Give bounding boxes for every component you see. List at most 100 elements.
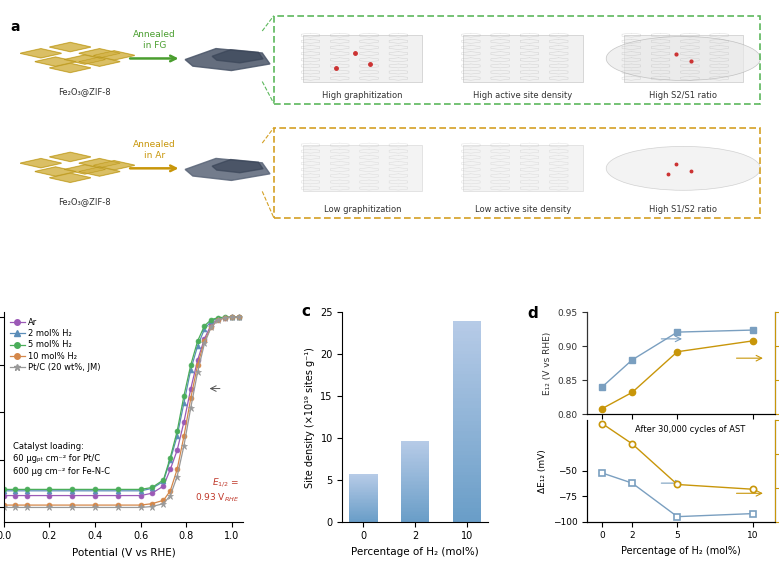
Bar [401, 500, 429, 502]
Bar [453, 331, 481, 334]
Bar [453, 358, 481, 361]
Bar [401, 505, 429, 507]
Bar [401, 488, 429, 489]
Bar [453, 448, 481, 452]
Bar [349, 485, 378, 486]
Bar [401, 503, 429, 504]
Bar [401, 468, 429, 469]
Bar [453, 428, 481, 431]
Polygon shape [65, 165, 105, 174]
Bar [453, 401, 481, 404]
Polygon shape [50, 63, 90, 72]
Bar [349, 503, 378, 504]
Bar [401, 469, 429, 470]
Bar [401, 507, 429, 508]
Polygon shape [35, 167, 76, 176]
Bar [401, 484, 429, 485]
Bar [401, 477, 429, 479]
Bar [349, 490, 378, 491]
Bar [401, 489, 429, 491]
Bar [401, 499, 429, 500]
Bar [453, 438, 481, 442]
Bar [453, 462, 481, 465]
Bar [401, 491, 429, 492]
Bar [453, 481, 481, 485]
Bar [453, 452, 481, 455]
Bar [401, 496, 429, 498]
Bar [401, 457, 429, 458]
Bar [401, 473, 429, 475]
Polygon shape [212, 50, 263, 63]
Bar [401, 443, 429, 445]
Text: High graphitization: High graphitization [323, 91, 403, 100]
Bar [453, 465, 481, 468]
Bar [349, 500, 378, 501]
Bar [453, 471, 481, 475]
Text: Fe₂O₃@ZIF-8: Fe₂O₃@ZIF-8 [58, 87, 111, 96]
Bar [349, 475, 378, 476]
Polygon shape [50, 152, 90, 162]
Bar [401, 458, 429, 459]
Text: a: a [10, 20, 19, 34]
Bar [453, 508, 481, 512]
Bar [349, 482, 378, 483]
Text: Fe₂O₃@ZIF-8: Fe₂O₃@ZIF-8 [58, 197, 111, 206]
Polygon shape [50, 173, 90, 182]
Bar [453, 378, 481, 381]
Text: Low graphitization: Low graphitization [324, 205, 401, 214]
Legend: Ar, 2 mol% H₂, 5 mol% H₂, 10 mol% H₂, Pt/C (20 wt%, JM): Ar, 2 mol% H₂, 5 mol% H₂, 10 mol% H₂, Pt… [8, 316, 102, 373]
Bar [401, 442, 429, 443]
Bar [453, 398, 481, 401]
Bar [401, 446, 429, 447]
Bar [401, 509, 429, 511]
Text: $E_{1/2}$ =
0.93 V$_{RHE}$: $E_{1/2}$ = 0.93 V$_{RHE}$ [196, 476, 240, 504]
Bar [623, 35, 743, 81]
Bar [453, 478, 481, 481]
Bar [401, 512, 429, 514]
Bar [349, 511, 378, 512]
Bar [401, 516, 429, 518]
Polygon shape [93, 160, 135, 170]
Bar [453, 404, 481, 408]
Bar [401, 485, 429, 486]
Bar [453, 408, 481, 411]
Bar [453, 344, 481, 348]
Bar [349, 505, 378, 506]
Bar [453, 468, 481, 471]
Bar [349, 509, 378, 510]
Bar [453, 328, 481, 331]
Bar [401, 508, 429, 509]
Bar [401, 470, 429, 472]
Bar [349, 521, 378, 522]
Bar [453, 495, 481, 498]
Polygon shape [20, 159, 62, 168]
Bar [401, 456, 429, 457]
Bar [453, 338, 481, 341]
Bar [349, 494, 378, 495]
Bar [349, 516, 378, 517]
Bar [349, 481, 378, 482]
Bar [453, 324, 481, 328]
Bar [349, 520, 378, 521]
Bar [349, 476, 378, 477]
Circle shape [606, 36, 760, 80]
Bar [349, 501, 378, 502]
Bar [349, 491, 378, 493]
Polygon shape [79, 57, 120, 66]
Bar [401, 445, 429, 446]
Bar [453, 475, 481, 478]
Bar [453, 431, 481, 435]
Bar [401, 453, 429, 454]
Bar [349, 512, 378, 513]
Bar [453, 334, 481, 338]
Bar [349, 474, 378, 475]
Bar [401, 481, 429, 482]
Polygon shape [65, 55, 105, 64]
Bar [453, 364, 481, 367]
Bar [464, 145, 583, 191]
Text: High S1/S2 ratio: High S1/S2 ratio [650, 205, 717, 214]
Bar [349, 506, 378, 507]
Bar [453, 367, 481, 371]
Bar [401, 492, 429, 493]
Bar [349, 487, 378, 488]
